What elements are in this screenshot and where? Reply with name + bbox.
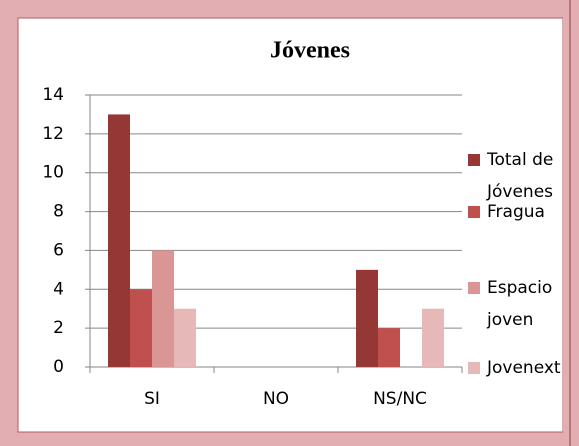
legend-item: Fragua bbox=[468, 196, 568, 228]
legend-label: Fragua bbox=[487, 202, 545, 222]
legend-label: Total de Jóvenes bbox=[487, 150, 554, 202]
bar bbox=[152, 250, 174, 367]
chart-title: Jóvenes bbox=[270, 38, 350, 64]
x-tick-label: SI bbox=[144, 389, 160, 409]
y-tick-label: 4 bbox=[53, 279, 64, 299]
legend-item: Total de Jóvenes bbox=[468, 144, 568, 208]
legend-swatch bbox=[468, 282, 480, 294]
x-tick-label: NO bbox=[263, 389, 289, 409]
y-tick-label: 0 bbox=[53, 357, 64, 377]
x-tick-label: NS/NC bbox=[373, 389, 427, 409]
y-tick-label: 12 bbox=[42, 124, 64, 144]
y-tick-label: 10 bbox=[42, 163, 64, 183]
legend-item: Jovenext bbox=[468, 352, 568, 384]
bar bbox=[422, 308, 444, 367]
bar bbox=[378, 328, 400, 367]
frame-right bbox=[563, 0, 579, 446]
legend-swatch bbox=[468, 362, 480, 374]
y-tick-label: 8 bbox=[53, 202, 64, 222]
legend-swatch bbox=[468, 154, 480, 166]
legend-label: Espacio joven bbox=[487, 278, 553, 330]
legend-item: Espacio joven bbox=[468, 272, 568, 336]
bar bbox=[108, 114, 130, 367]
bar bbox=[174, 308, 196, 367]
bar bbox=[356, 269, 378, 367]
bar bbox=[130, 289, 152, 367]
legend-label: Jovenext bbox=[487, 358, 561, 378]
y-tick-label: 14 bbox=[42, 85, 64, 105]
legend-swatch bbox=[468, 206, 480, 218]
y-tick-label: 2 bbox=[53, 318, 64, 338]
y-tick-label: 6 bbox=[53, 240, 64, 260]
